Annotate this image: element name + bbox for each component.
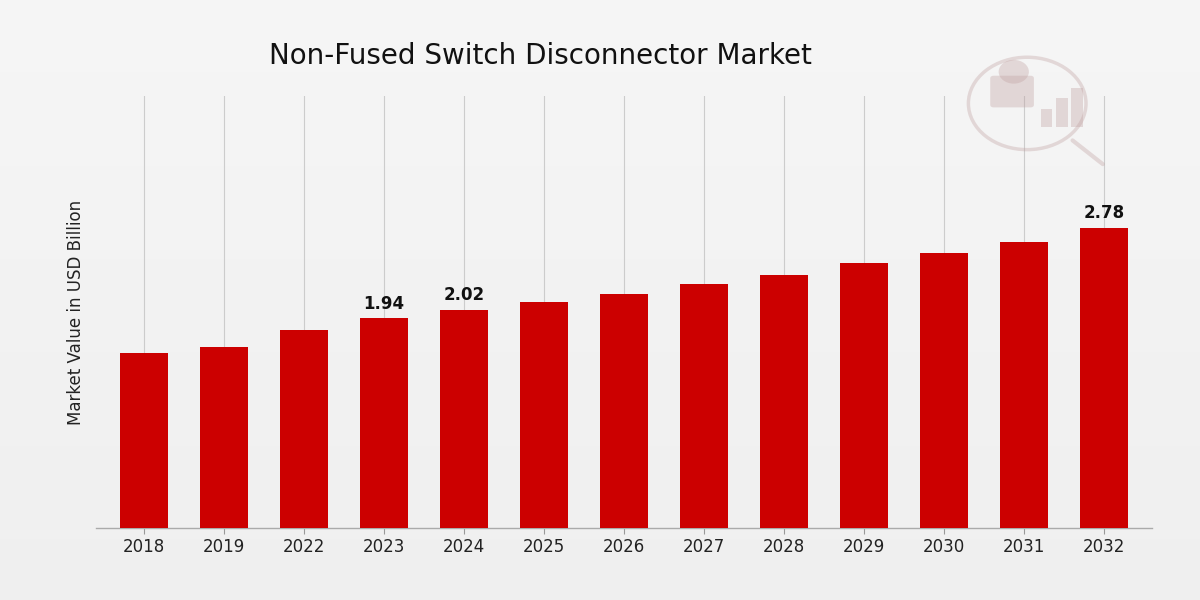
Circle shape	[998, 60, 1028, 83]
Bar	[1056, 98, 1068, 127]
Bar	[360, 319, 408, 528]
Bar	[120, 353, 168, 528]
Bar	[440, 310, 488, 528]
Bar	[760, 275, 808, 528]
Bar	[920, 253, 968, 528]
Bar	[1070, 88, 1082, 127]
Text: 1.94: 1.94	[364, 295, 404, 313]
Y-axis label: Market Value in USD Billion: Market Value in USD Billion	[67, 199, 85, 425]
Bar	[280, 331, 328, 528]
Bar	[1040, 109, 1052, 127]
FancyBboxPatch shape	[990, 76, 1034, 107]
Bar	[680, 284, 728, 528]
Text: Non-Fused Switch Disconnector Market: Non-Fused Switch Disconnector Market	[269, 42, 811, 70]
Text: 2.02: 2.02	[444, 286, 485, 304]
Bar	[520, 302, 568, 528]
Bar	[840, 263, 888, 528]
Bar	[1000, 242, 1048, 528]
Bar	[600, 293, 648, 528]
Bar	[1080, 228, 1128, 528]
Text: 2.78: 2.78	[1084, 205, 1124, 223]
Bar	[200, 347, 248, 528]
